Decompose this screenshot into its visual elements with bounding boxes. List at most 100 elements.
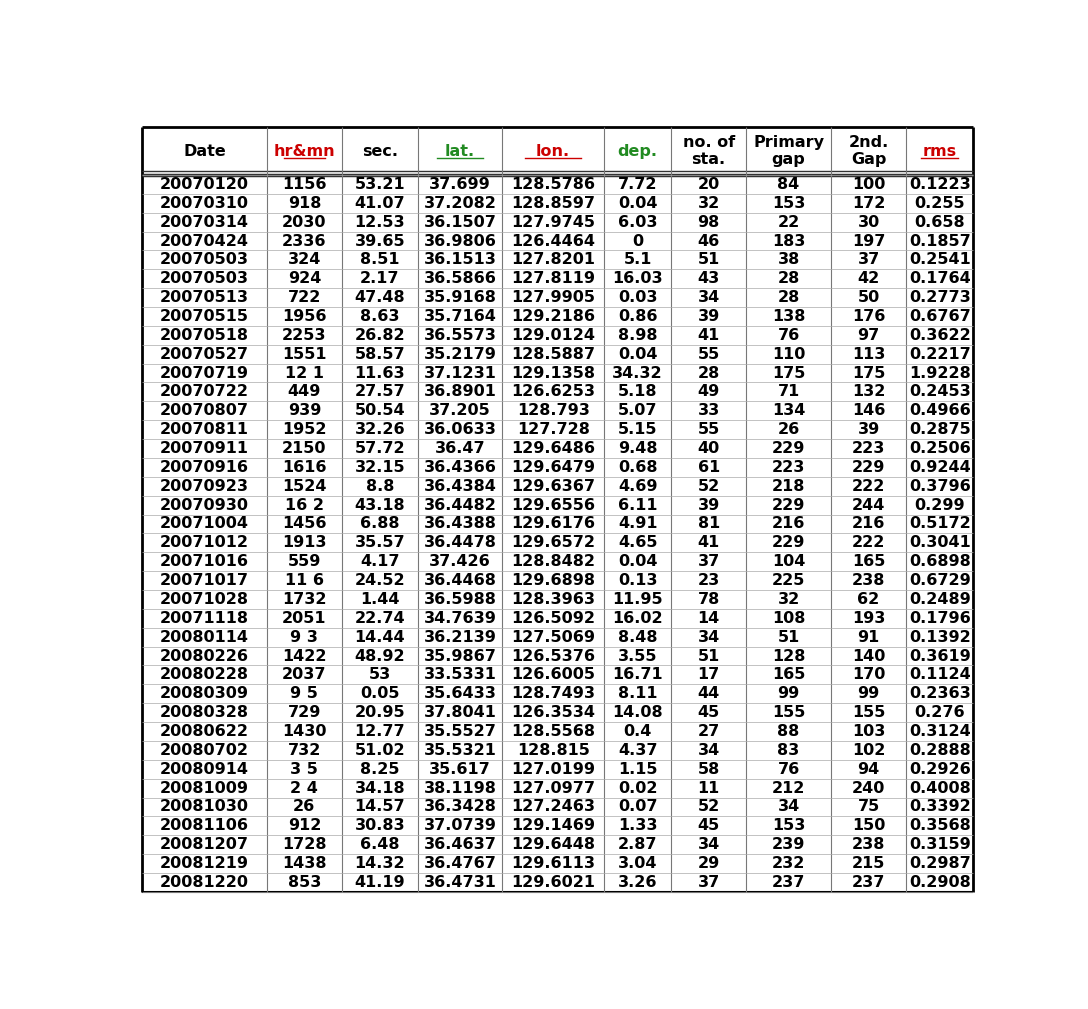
Text: 238: 238 [852, 573, 886, 588]
Text: 41.19: 41.19 [355, 875, 405, 890]
Text: 1728: 1728 [282, 837, 326, 853]
Text: 129.6898: 129.6898 [511, 573, 595, 588]
Text: 4.65: 4.65 [618, 536, 657, 550]
Text: 129.6448: 129.6448 [511, 837, 595, 853]
Text: 0.2217: 0.2217 [908, 347, 970, 361]
Text: 215: 215 [852, 856, 886, 871]
Text: 2336: 2336 [282, 233, 326, 248]
Text: 2150: 2150 [282, 441, 326, 456]
Text: 32: 32 [778, 592, 800, 607]
Text: 17: 17 [697, 667, 720, 682]
Text: 128: 128 [772, 649, 805, 664]
Text: 52: 52 [697, 799, 720, 814]
Text: 8.11: 8.11 [618, 686, 657, 701]
Text: 37.0739: 37.0739 [423, 818, 496, 833]
Text: 0.05: 0.05 [360, 686, 399, 701]
Text: 28: 28 [697, 365, 720, 380]
Text: 449: 449 [287, 384, 321, 400]
Text: 129.2186: 129.2186 [511, 309, 595, 324]
Text: 20070310: 20070310 [160, 196, 249, 211]
Text: 1524: 1524 [282, 478, 326, 493]
Text: 20080114: 20080114 [160, 630, 249, 645]
Text: 2037: 2037 [282, 667, 326, 682]
Text: 39: 39 [857, 422, 880, 437]
Text: 183: 183 [772, 233, 805, 248]
Text: 36.5988: 36.5988 [423, 592, 496, 607]
Text: 20081030: 20081030 [160, 799, 249, 814]
Text: 165: 165 [772, 667, 805, 682]
Text: 128.5786: 128.5786 [511, 177, 595, 192]
Text: 1616: 1616 [282, 460, 326, 475]
Text: 126.3534: 126.3534 [511, 705, 595, 720]
Text: 126.4464: 126.4464 [511, 233, 595, 248]
Text: 216: 216 [772, 517, 805, 532]
Text: 129.6113: 129.6113 [511, 856, 595, 871]
Text: 41: 41 [697, 536, 720, 550]
Text: 58.57: 58.57 [355, 347, 405, 361]
Text: 20070515: 20070515 [160, 309, 249, 324]
Text: 71: 71 [778, 384, 800, 400]
Text: 0.1796: 0.1796 [908, 610, 970, 626]
Text: 0.658: 0.658 [914, 215, 965, 230]
Text: 0.299: 0.299 [914, 497, 965, 513]
Text: 32.15: 32.15 [355, 460, 405, 475]
Text: 4.17: 4.17 [360, 554, 399, 569]
Text: 0.2908: 0.2908 [908, 875, 970, 890]
Text: 36.5573: 36.5573 [423, 328, 496, 343]
Text: 134: 134 [772, 404, 805, 419]
Text: 229: 229 [772, 497, 805, 513]
Text: 20080228: 20080228 [160, 667, 249, 682]
Text: 35.57: 35.57 [355, 536, 405, 550]
Text: 20070930: 20070930 [160, 497, 249, 513]
Text: 37.426: 37.426 [429, 554, 491, 569]
Text: 128.5887: 128.5887 [511, 347, 595, 361]
Text: 34.18: 34.18 [355, 781, 405, 795]
Text: 129.1469: 129.1469 [511, 818, 595, 833]
Text: 222: 222 [852, 536, 886, 550]
Text: 20070120: 20070120 [160, 177, 249, 192]
Text: 44: 44 [697, 686, 720, 701]
Text: 0.6729: 0.6729 [908, 573, 970, 588]
Text: 732: 732 [287, 743, 321, 758]
Text: 223: 223 [772, 460, 805, 475]
Text: 3 5: 3 5 [290, 762, 319, 777]
Text: 5.15: 5.15 [618, 422, 657, 437]
Text: 127.8201: 127.8201 [511, 252, 595, 267]
Text: 1422: 1422 [282, 649, 326, 664]
Text: 559: 559 [287, 554, 321, 569]
Text: 1952: 1952 [282, 422, 326, 437]
Text: 39: 39 [697, 309, 720, 324]
Text: 0.5172: 0.5172 [908, 517, 970, 532]
Text: 35.9168: 35.9168 [423, 291, 496, 305]
Text: 0.2987: 0.2987 [908, 856, 970, 871]
Text: 0.04: 0.04 [618, 554, 657, 569]
Text: 1156: 1156 [282, 177, 326, 192]
Text: 176: 176 [852, 309, 886, 324]
Text: 57.72: 57.72 [355, 441, 405, 456]
Text: 108: 108 [772, 610, 805, 626]
Text: 0.4: 0.4 [623, 724, 652, 739]
Text: 84: 84 [778, 177, 800, 192]
Text: 26.82: 26.82 [355, 328, 405, 343]
Text: 20070807: 20070807 [160, 404, 249, 419]
Text: 51: 51 [697, 649, 720, 664]
Text: 128.8597: 128.8597 [511, 196, 595, 211]
Text: 58: 58 [697, 762, 720, 777]
Text: 37.2082: 37.2082 [423, 196, 496, 211]
Text: 129.1358: 129.1358 [511, 365, 595, 380]
Text: 129.6367: 129.6367 [511, 478, 595, 493]
Text: 76: 76 [778, 762, 800, 777]
Text: 853: 853 [287, 875, 321, 890]
Text: 912: 912 [287, 818, 321, 833]
Text: 165: 165 [852, 554, 886, 569]
Text: 33.5331: 33.5331 [423, 667, 496, 682]
Text: 172: 172 [852, 196, 886, 211]
Text: 4.91: 4.91 [618, 517, 657, 532]
Text: 0.2926: 0.2926 [908, 762, 970, 777]
Text: 9 3: 9 3 [290, 630, 319, 645]
Text: 20080914: 20080914 [160, 762, 249, 777]
Text: 8.51: 8.51 [360, 252, 399, 267]
Text: 27.57: 27.57 [355, 384, 405, 400]
Text: 20070503: 20070503 [160, 252, 249, 267]
Text: 6.03: 6.03 [618, 215, 657, 230]
